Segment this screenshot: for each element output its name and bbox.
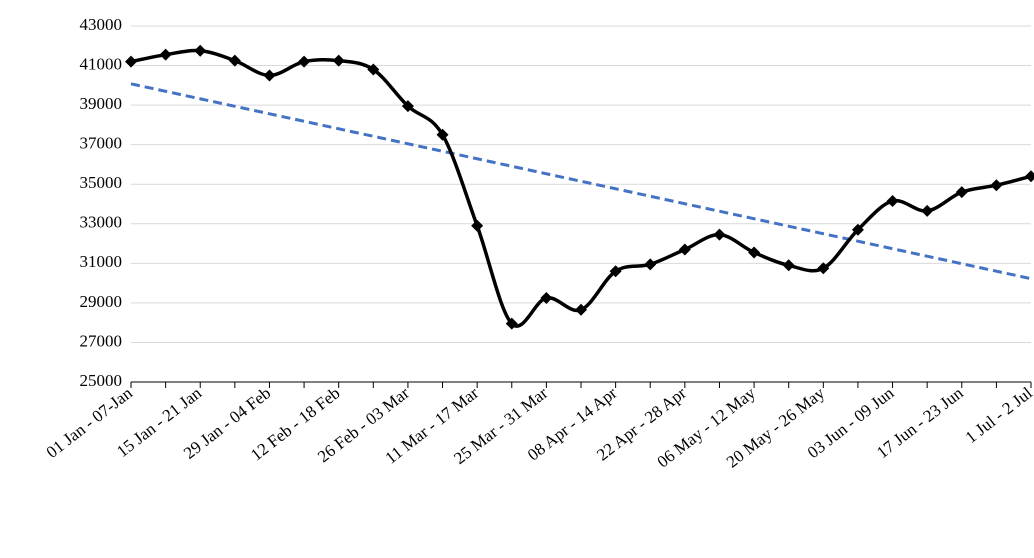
marker bbox=[540, 291, 553, 304]
marker bbox=[1025, 170, 1034, 183]
marker bbox=[851, 223, 864, 236]
marker bbox=[609, 265, 622, 278]
marker bbox=[298, 55, 311, 68]
y-tick-label: 25000 bbox=[80, 371, 123, 390]
marker bbox=[575, 303, 587, 316]
marker bbox=[367, 63, 380, 76]
y-tick-label: 33000 bbox=[80, 213, 123, 232]
marker bbox=[505, 317, 518, 330]
marker bbox=[886, 195, 899, 208]
marker bbox=[678, 243, 691, 256]
marker bbox=[644, 258, 657, 271]
marker bbox=[782, 259, 795, 272]
marker bbox=[263, 69, 276, 82]
y-tick-label: 41000 bbox=[80, 54, 123, 73]
data-line bbox=[130, 48, 1032, 328]
marker bbox=[817, 262, 830, 275]
trendline bbox=[130, 82, 1032, 281]
y-tick-label: 35000 bbox=[80, 173, 123, 192]
y-tick-label: 43000 bbox=[80, 15, 123, 34]
y-tick-label: 29000 bbox=[80, 292, 123, 311]
y-tick-label: 31000 bbox=[80, 252, 123, 271]
marker bbox=[748, 246, 761, 259]
marker bbox=[228, 54, 241, 67]
marker bbox=[125, 55, 137, 68]
marker bbox=[436, 128, 449, 141]
x-tick-label: 1 Jul - 2 Jul bbox=[962, 383, 1034, 447]
marker bbox=[713, 228, 726, 241]
marker bbox=[159, 48, 172, 61]
marker bbox=[990, 179, 1003, 192]
y-tick-label: 27000 bbox=[80, 331, 123, 350]
y-tick-label: 37000 bbox=[80, 134, 123, 153]
marker bbox=[921, 204, 934, 217]
marker bbox=[194, 44, 207, 57]
marker bbox=[401, 100, 414, 113]
y-tick-label: 39000 bbox=[80, 94, 123, 113]
marker bbox=[332, 54, 345, 67]
marker bbox=[471, 219, 484, 232]
marker bbox=[955, 186, 968, 199]
